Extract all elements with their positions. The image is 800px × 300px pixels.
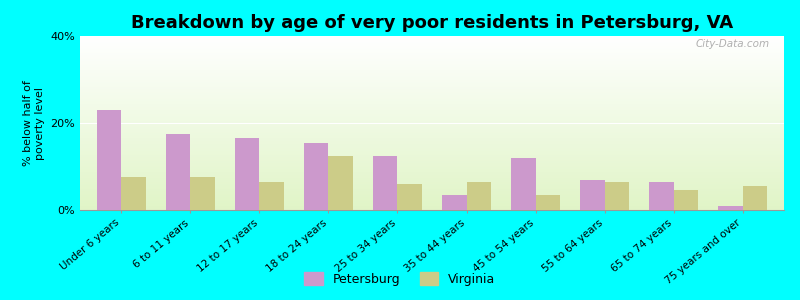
Bar — [235, 138, 259, 210]
Bar — [98, 110, 122, 210]
Text: City-Data.com: City-Data.com — [696, 40, 770, 50]
Bar — [742, 186, 766, 210]
Bar — [329, 156, 353, 210]
Bar — [650, 182, 674, 210]
Bar — [718, 206, 742, 210]
Bar — [511, 158, 535, 210]
Bar — [442, 195, 466, 210]
Legend: Petersburg, Virginia: Petersburg, Virginia — [299, 267, 501, 291]
Bar — [605, 182, 629, 210]
Bar — [374, 156, 398, 210]
Bar — [259, 182, 284, 210]
Bar — [304, 142, 329, 210]
Y-axis label: % below half of
poverty level: % below half of poverty level — [23, 80, 45, 166]
Bar — [580, 179, 605, 210]
Bar — [398, 184, 422, 210]
Bar — [190, 177, 214, 210]
Bar — [122, 177, 146, 210]
Bar — [535, 195, 560, 210]
Title: Breakdown by age of very poor residents in Petersburg, VA: Breakdown by age of very poor residents … — [131, 14, 733, 32]
Bar — [674, 190, 698, 210]
Bar — [166, 134, 190, 210]
Bar — [466, 182, 490, 210]
